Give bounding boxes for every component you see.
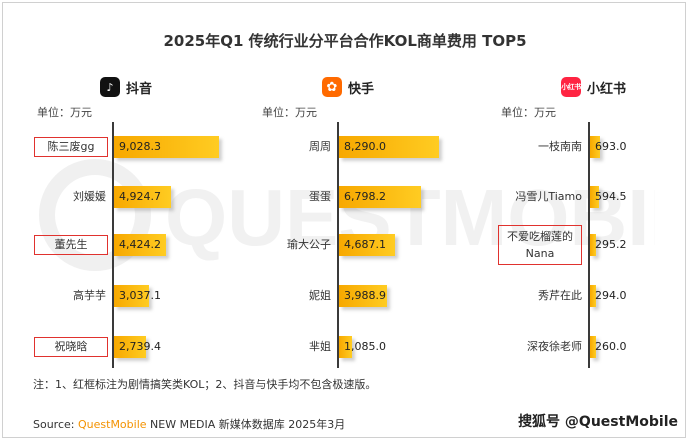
value-label-douyin-3: 3,037.1 [119,289,161,302]
axis-line-douyin [112,122,114,368]
value-label-kuaishou-0: 8,290.0 [344,140,386,153]
value-label-xiaohongshu-0: 693.0 [595,140,627,153]
xiaohongshu-logo-icon: 小红书 [561,77,581,97]
value-label-xiaohongshu-3: 294.0 [595,289,627,302]
value-label-kuaishou-1: 6,798.2 [344,190,386,203]
category-label-xiaohongshu-0: 一枝南南 [538,140,582,153]
category-label-kuaishou-2: 瑜大公子 [287,238,331,251]
axis-line-xiaohongshu [588,122,590,368]
bar-kuaishou-3 [339,285,388,307]
bar-kuaishou-1 [339,186,421,208]
unit-label-xiaohongshu: 单位：万元 [501,106,556,119]
unit-label-douyin: 单位：万元 [37,106,92,119]
category-label-xiaohongshu-4: 深夜徐老师 [527,340,582,353]
category-label-kuaishou-0: 周周 [309,140,331,153]
bar-douyin-0 [114,136,220,158]
source-brand: QuestMobile [78,418,147,431]
bar-xiaohongshu-0 [590,136,601,158]
kuaishou-logo-icon: ✿ [322,77,342,97]
panel-head-douyin: ♪ 抖音 [100,77,152,97]
value-label-douyin-0: 9,028.3 [119,140,161,153]
value-label-douyin-2: 4,424.2 [119,238,161,251]
platform-name-douyin: 抖音 [126,81,153,97]
category-label-xiaohongshu-1: 冯雪儿Tiamo [515,190,582,203]
credit-watermark: 搜狐号 @QuestMobile [518,414,678,430]
source-line: Source: QuestMobile NEW MEDIA 新媒体数据库 202… [33,416,345,432]
bar-kuaishou-4 [339,336,353,358]
category-label-douyin-1: 刘媛媛 [73,190,106,203]
value-label-kuaishou-3: 3,988.9 [344,289,386,302]
bar-kuaishou-0 [339,136,439,158]
bar-douyin-1 [114,186,172,208]
value-label-xiaohongshu-1: 594.5 [595,190,627,203]
category-label-xiaohongshu-3: 秀芹在此 [538,289,582,302]
value-label-douyin-4: 2,739.4 [119,340,161,353]
douyin-logo-icon: ♪ [100,77,120,97]
category-label-douyin-0: 陈三废gg [34,137,108,157]
category-label-douyin-4: 祝晓晗 [34,337,108,357]
bar-douyin-4 [114,336,146,358]
bar-douyin-3 [114,285,150,307]
platform-name-kuaishou: 快手 [348,81,375,97]
category-label-kuaishou-4: 芈姐 [309,340,331,353]
panel-head-kuaishou: ✿ 快手 [322,77,374,97]
bar-xiaohongshu-3 [590,285,596,307]
category-label-douyin-2: 董先生 [34,235,108,255]
source-label: Source: [33,418,75,431]
unit-label-kuaishou: 单位：万元 [262,106,317,119]
value-label-douyin-1: 4,924.7 [119,190,161,203]
panel-head-xiaohongshu: 小红书 小红书 [561,77,626,97]
category-label-douyin-3: 高芋芋 [73,289,106,302]
bar-xiaohongshu-2 [590,234,596,256]
category-label-kuaishou-1: 蛋蛋 [309,190,331,203]
value-label-xiaohongshu-4: 260.0 [595,340,627,353]
axis-line-kuaishou [337,122,339,368]
bar-douyin-2 [114,234,166,256]
value-label-kuaishou-4: 1,085.0 [344,340,386,353]
category-label-kuaishou-3: 妮姐 [309,289,331,302]
chart-title: 2025年Q1 传统行业分平台合作KOL商单费用 TOP5 [163,32,527,50]
value-label-kuaishou-2: 4,687.1 [344,238,386,251]
platform-name-xiaohongshu: 小红书 [587,81,627,97]
bar-xiaohongshu-4 [590,336,596,358]
bar-xiaohongshu-1 [590,186,599,208]
value-label-xiaohongshu-2: 295.2 [595,238,627,251]
bar-kuaishou-2 [339,234,396,256]
footnote: 注：1、红框标注为剧情搞笑类KOL；2、抖音与快手均不包含极速版。 [33,378,377,391]
source-rest: NEW MEDIA 新媒体数据库 2025年3月 [150,418,346,431]
category-label-xiaohongshu-2: 不爱吃榴莲的Nana [498,225,582,265]
